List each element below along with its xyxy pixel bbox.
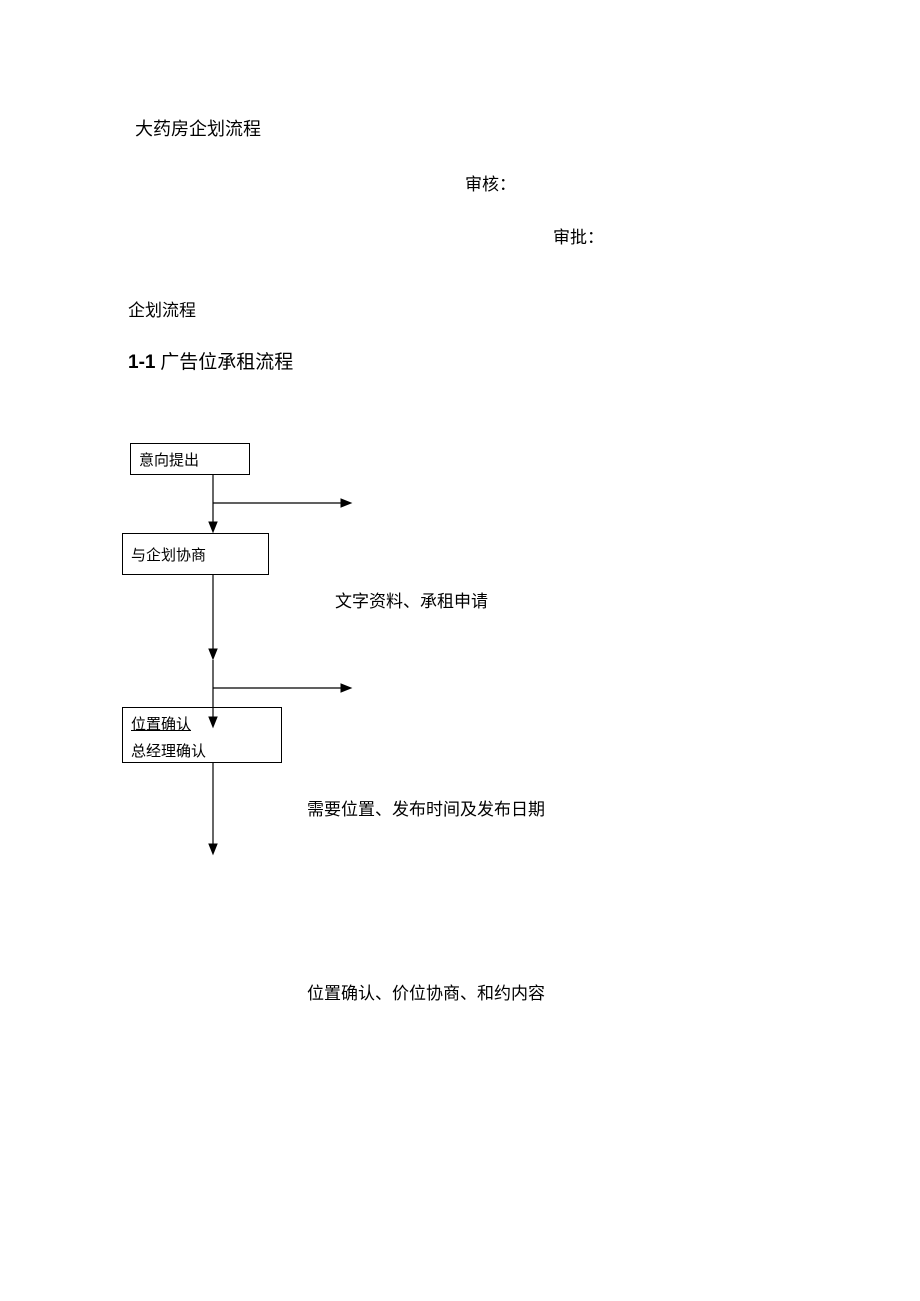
- section-heading-text: 广告位承租流程: [155, 352, 293, 373]
- flow-node-confirm-position-label: 位置确认: [123, 708, 281, 737]
- flow-node-confirm-gm-label: 总经理确认: [123, 737, 281, 764]
- section-label: 企划流程: [128, 296, 196, 321]
- review-line: 审核：: [465, 170, 516, 195]
- flow-node-confirm: 位置确认 总经理确认: [122, 707, 282, 763]
- annotation-contract: 位置确认、价位协商、和约内容: [307, 979, 545, 1004]
- page-title: 大药房企划流程: [135, 115, 261, 141]
- section-heading-num: 1-1: [128, 352, 155, 373]
- annotation-materials: 文字资料、承租申请: [335, 587, 488, 612]
- annotation-requirements: 需要位置、发布时间及发布日期: [307, 795, 545, 820]
- flow-node-intent: 意向提出: [130, 443, 250, 475]
- flow-node-negotiate-label: 与企划协商: [131, 544, 206, 565]
- approve-line: 审批：: [553, 223, 604, 248]
- flow-arrows: [0, 0, 920, 1301]
- section-heading: 1-1 广告位承租流程: [128, 347, 293, 374]
- flow-node-intent-label: 意向提出: [139, 449, 199, 470]
- flow-node-negotiate: 与企划协商: [122, 533, 269, 575]
